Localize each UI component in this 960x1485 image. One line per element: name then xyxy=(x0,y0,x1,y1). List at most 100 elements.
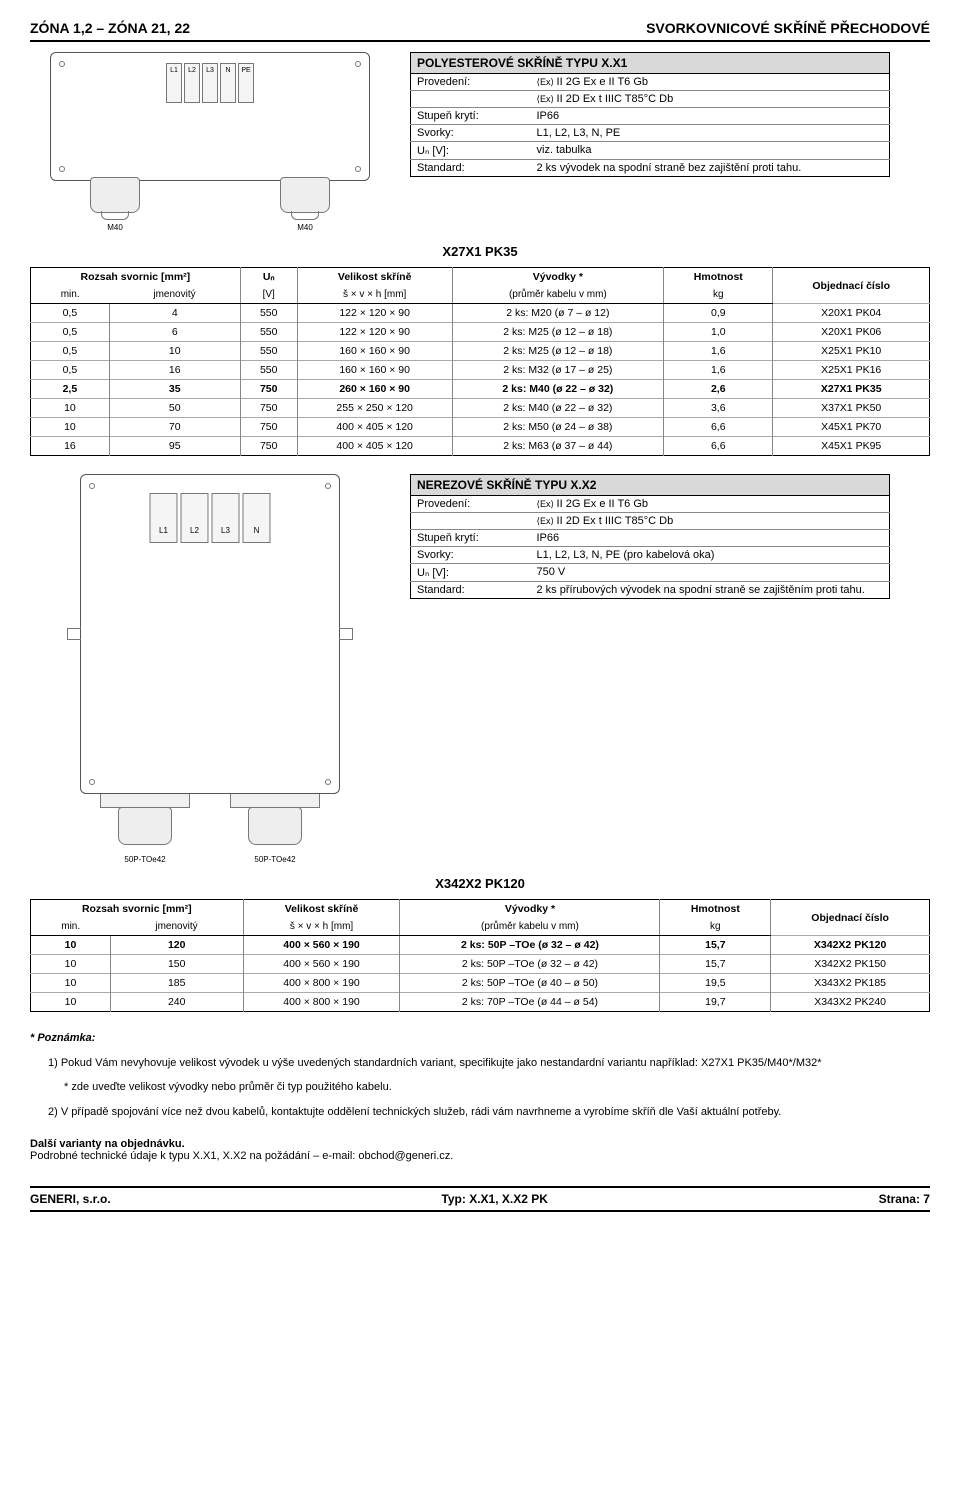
table-cell: 255 × 250 × 120 xyxy=(297,399,452,418)
table-row: 0,516550160 × 160 × 902 ks: M32 (ø 17 – … xyxy=(31,361,930,380)
table-cell: 2 ks: M25 (ø 12 – ø 18) xyxy=(452,323,664,342)
table-cell: 240 xyxy=(110,993,243,1012)
table-cell: 70 xyxy=(109,418,240,437)
enclosure-diagram-1: L1L2L3NPE M40 M40 xyxy=(30,52,390,232)
table-cell: X342X2 PK150 xyxy=(771,955,930,974)
footer-pre-1: Další varianty na objednávku. xyxy=(30,1138,930,1150)
terminal-L3: L3 xyxy=(212,493,240,543)
table-cell: X25X1 PK10 xyxy=(773,342,930,361)
table-row: 1050750255 × 250 × 1202 ks: M40 (ø 22 – … xyxy=(31,399,930,418)
terminal-L2: L2 xyxy=(181,493,209,543)
model-label-1: X27X1 PK35 xyxy=(30,244,930,259)
data-table-2: Rozsah svornic [mm²] Velikost skříně Výv… xyxy=(30,899,930,1012)
table-row: 0,54550122 × 120 × 902 ks: M20 (ø 7 – ø … xyxy=(31,304,930,323)
spec-table-1: POLYESTEROVÉ SKŘÍNĚ TYPU X.X1 Provedení:… xyxy=(410,52,890,177)
table-cell: X343X2 PK240 xyxy=(771,993,930,1012)
table-cell: 550 xyxy=(240,342,297,361)
terminal-PE: PE xyxy=(238,63,254,103)
spec2-title: NEREZOVÉ SKŘÍNĚ TYPU X.X2 xyxy=(411,475,890,496)
spec-value: 750 V xyxy=(531,564,890,582)
table-cell: 10 xyxy=(109,342,240,361)
spec-value: 2 ks vývodek na spodní straně bez zajišt… xyxy=(531,160,890,177)
gland-label-right: M40 xyxy=(280,223,330,232)
table-row: 1070750400 × 405 × 1202 ks: M50 (ø 24 – … xyxy=(31,418,930,437)
table-cell: 10 xyxy=(31,418,110,437)
spec-value: II 2G Ex e II T6 Gb xyxy=(531,496,890,513)
note-1b: * zde uveďte velikost vývodky nebo průmě… xyxy=(64,1079,930,1096)
table-cell: 550 xyxy=(240,323,297,342)
table-cell: 550 xyxy=(240,361,297,380)
footer-center: Typ: X.X1, X.X2 PK xyxy=(441,1192,547,1206)
spec-key: Stupeň krytí: xyxy=(411,108,531,125)
table-cell: 0,5 xyxy=(31,361,110,380)
table-cell: 2 ks: M40 (ø 22 – ø 32) xyxy=(452,399,664,418)
spec-key: Uₙ [V]: xyxy=(411,564,531,582)
cable-gland-right xyxy=(280,177,330,213)
spec-key: Standard: xyxy=(411,160,531,177)
table-cell: 400 × 560 × 190 xyxy=(243,936,400,955)
page-header: ZÓNA 1,2 – ZÓNA 21, 22 SVORKOVNICOVÉ SKŘ… xyxy=(30,20,930,42)
table-cell: 750 xyxy=(240,399,297,418)
note-2: 2) V případě spojování více než dvou kab… xyxy=(48,1104,930,1121)
table-cell: 0,5 xyxy=(31,323,110,342)
table-cell: 2 ks: M40 (ø 22 – ø 32) xyxy=(452,380,664,399)
table-cell: 400 × 560 × 190 xyxy=(243,955,400,974)
terminal-L2: L2 xyxy=(184,63,200,103)
enclosure-diagram-2: L1L2L3N 50P-TOe42 50P-TOe42 xyxy=(30,474,390,864)
table-row: 10150400 × 560 × 1902 ks: 50P –TOe (ø 32… xyxy=(31,955,930,974)
table-cell: 6 xyxy=(109,323,240,342)
table-cell: 16 xyxy=(109,361,240,380)
table-cell: 2 ks: 50P –TOe (ø 40 – ø 50) xyxy=(400,974,660,993)
table-cell: 10 xyxy=(31,399,110,418)
table-cell: 19,7 xyxy=(660,993,771,1012)
notes-section: * Poznámka: 1) Pokud Vám nevyhovuje veli… xyxy=(30,1030,930,1120)
flange-gland-left xyxy=(118,807,172,845)
flange-label-left: 50P-TOe42 xyxy=(124,855,165,864)
table-cell: 400 × 405 × 120 xyxy=(297,437,452,456)
spec-value: L1, L2, L3, N, PE xyxy=(531,125,890,142)
table-cell: 4 xyxy=(109,304,240,323)
table-row: 2,535750260 × 160 × 902 ks: M40 (ø 22 – … xyxy=(31,380,930,399)
table-row: 10185400 × 800 × 1902 ks: 50P –TOe (ø 40… xyxy=(31,974,930,993)
table-cell: 6,6 xyxy=(664,418,773,437)
flange-label-right: 50P-TOe42 xyxy=(254,855,295,864)
table-cell: 2 ks: M63 (ø 37 – ø 44) xyxy=(452,437,664,456)
table-row: 0,510550160 × 160 × 902 ks: M25 (ø 12 – … xyxy=(31,342,930,361)
spec-key: Provedení: xyxy=(411,74,531,91)
table-cell: 2 ks: M20 (ø 7 – ø 12) xyxy=(452,304,664,323)
spec-key: Standard: xyxy=(411,582,531,599)
table-cell: 400 × 800 × 190 xyxy=(243,974,400,993)
table-cell: 1,6 xyxy=(664,361,773,380)
table-cell: 10 xyxy=(31,993,111,1012)
table-cell: 3,6 xyxy=(664,399,773,418)
spec-value: viz. tabulka xyxy=(531,142,890,160)
table-cell: 2 ks: M50 (ø 24 – ø 38) xyxy=(452,418,664,437)
spec-key: Provedení: xyxy=(411,496,531,513)
table-cell: 0,9 xyxy=(664,304,773,323)
terminal-N: N xyxy=(220,63,236,103)
header-right: SVORKOVNICOVÉ SKŘÍNĚ PŘECHODOVÉ xyxy=(646,20,930,36)
table-cell: X343X2 PK185 xyxy=(771,974,930,993)
table-cell: 260 × 160 × 90 xyxy=(297,380,452,399)
spec-key: Svorky: xyxy=(411,547,531,564)
table-cell: 6,6 xyxy=(664,437,773,456)
table-cell: 122 × 120 × 90 xyxy=(297,304,452,323)
header-left: ZÓNA 1,2 – ZÓNA 21, 22 xyxy=(30,20,190,36)
table-cell: 1,6 xyxy=(664,342,773,361)
table-cell: X45X1 PK95 xyxy=(773,437,930,456)
table-cell: 2 ks: 70P –TOe (ø 44 – ø 54) xyxy=(400,993,660,1012)
table-cell: 150 xyxy=(110,955,243,974)
note-1: 1) Pokud Vám nevyhovuje velikost vývodek… xyxy=(48,1055,930,1072)
table-cell: X45X1 PK70 xyxy=(773,418,930,437)
table-cell: 750 xyxy=(240,418,297,437)
page-footer: GENERI, s.r.o. Typ: X.X1, X.X2 PK Strana… xyxy=(30,1186,930,1212)
footer-pre: Další varianty na objednávku. Podrobné t… xyxy=(30,1138,930,1162)
spec-key: Svorky: xyxy=(411,125,531,142)
spec-table-2: NEREZOVÉ SKŘÍNĚ TYPU X.X2 Provedení:II 2… xyxy=(410,474,890,599)
table-cell: X37X1 PK50 xyxy=(773,399,930,418)
table-row: 0,56550122 × 120 × 902 ks: M25 (ø 12 – ø… xyxy=(31,323,930,342)
table-cell: 160 × 160 × 90 xyxy=(297,361,452,380)
table-cell: 750 xyxy=(240,437,297,456)
table-cell: X27X1 PK35 xyxy=(773,380,930,399)
table-cell: X20X1 PK06 xyxy=(773,323,930,342)
